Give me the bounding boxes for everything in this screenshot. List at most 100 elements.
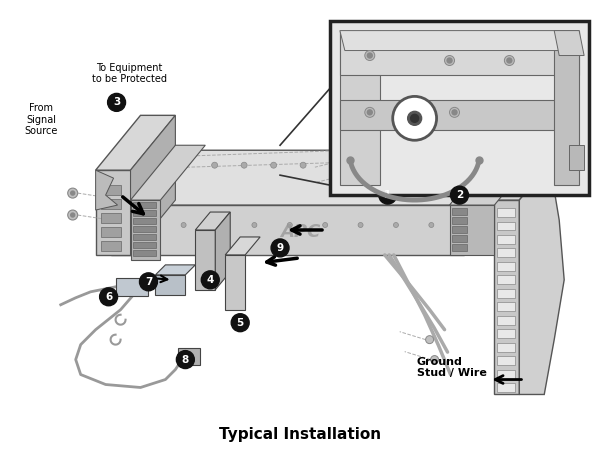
Bar (452, 208, 467, 215)
Polygon shape (449, 205, 494, 255)
Bar (133, 242, 157, 248)
Bar (497, 221, 515, 230)
Circle shape (71, 213, 74, 217)
Circle shape (367, 53, 372, 58)
Bar (133, 202, 157, 208)
Bar (352, 170, 362, 179)
Circle shape (379, 186, 397, 204)
Circle shape (271, 239, 289, 257)
Circle shape (107, 94, 125, 111)
Polygon shape (215, 212, 230, 290)
Circle shape (407, 111, 422, 125)
Circle shape (139, 273, 157, 291)
Bar (133, 210, 157, 216)
Circle shape (146, 222, 151, 228)
Polygon shape (494, 200, 520, 395)
Polygon shape (178, 347, 200, 365)
Bar (497, 208, 515, 217)
Circle shape (300, 162, 306, 168)
Bar (452, 217, 467, 224)
Circle shape (429, 222, 434, 228)
Polygon shape (464, 150, 509, 255)
Polygon shape (569, 145, 584, 170)
Bar (133, 218, 157, 224)
Polygon shape (95, 170, 131, 255)
Polygon shape (110, 205, 464, 255)
Polygon shape (554, 31, 584, 55)
Bar (497, 383, 515, 392)
Circle shape (71, 191, 74, 195)
Bar (133, 250, 157, 256)
Polygon shape (196, 212, 230, 230)
Polygon shape (110, 150, 509, 205)
Circle shape (68, 210, 77, 220)
Bar (350, 155, 360, 164)
Text: 7: 7 (145, 277, 152, 287)
Text: Typical Installation: Typical Installation (219, 427, 381, 442)
Circle shape (241, 162, 247, 168)
Circle shape (393, 96, 437, 140)
Bar (101, 213, 121, 223)
Circle shape (271, 162, 277, 168)
Polygon shape (340, 31, 579, 76)
Circle shape (394, 222, 398, 228)
Bar (497, 329, 515, 338)
Circle shape (365, 108, 375, 117)
Bar (497, 342, 515, 351)
Circle shape (447, 58, 452, 63)
Circle shape (431, 356, 439, 364)
Bar (101, 199, 121, 209)
Text: 4: 4 (206, 275, 214, 285)
Polygon shape (340, 31, 579, 50)
Polygon shape (340, 100, 574, 130)
Polygon shape (340, 31, 380, 185)
Circle shape (323, 222, 328, 228)
Polygon shape (131, 145, 205, 200)
Circle shape (176, 351, 194, 369)
Circle shape (452, 110, 457, 115)
Polygon shape (554, 31, 579, 185)
Polygon shape (520, 145, 564, 395)
Bar (497, 369, 515, 378)
Text: 1: 1 (384, 190, 391, 200)
Bar (133, 226, 157, 232)
Bar (497, 289, 515, 298)
Bar (101, 241, 121, 251)
Circle shape (389, 162, 395, 168)
Circle shape (365, 50, 375, 60)
Circle shape (231, 314, 249, 332)
Circle shape (329, 162, 335, 168)
Polygon shape (131, 200, 160, 260)
Bar (497, 248, 515, 257)
Text: 9: 9 (277, 243, 284, 253)
Circle shape (212, 162, 218, 168)
Bar (497, 262, 515, 271)
Text: 8: 8 (182, 355, 189, 365)
Circle shape (506, 162, 512, 168)
Text: Ground
Stud / Wire: Ground Stud / Wire (416, 357, 487, 378)
Bar (497, 316, 515, 325)
Circle shape (100, 288, 118, 306)
Circle shape (418, 162, 424, 168)
Text: APC: APC (280, 223, 320, 241)
Circle shape (464, 222, 469, 228)
Polygon shape (449, 150, 539, 205)
Text: 6: 6 (105, 292, 112, 302)
Polygon shape (494, 145, 564, 200)
Circle shape (507, 58, 512, 63)
Text: From
Signal
Source: From Signal Source (25, 103, 58, 136)
Bar (452, 244, 467, 251)
Bar (497, 235, 515, 244)
Text: 2: 2 (456, 190, 463, 200)
Bar (133, 234, 157, 240)
Circle shape (448, 162, 454, 168)
Bar (452, 235, 467, 242)
Bar (101, 227, 121, 237)
Circle shape (477, 162, 483, 168)
Circle shape (425, 336, 434, 344)
Circle shape (287, 222, 292, 228)
Polygon shape (95, 115, 175, 170)
Text: 3: 3 (113, 97, 120, 108)
Bar (101, 185, 121, 195)
Circle shape (359, 162, 365, 168)
